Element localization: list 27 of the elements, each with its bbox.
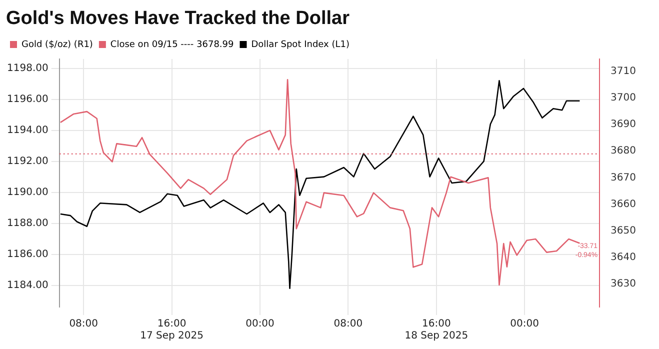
y-tick-label: 1196.00 (6, 94, 48, 105)
y-tick-label: 1198.00 (6, 62, 48, 74)
x-tick-label: 00:00 (246, 318, 274, 330)
x-tick-label: 08:00 (334, 318, 363, 330)
y2-tick-label: 3630 (610, 278, 636, 290)
y2-tick-label: 3680 (610, 146, 636, 157)
x-tick-label: 16:00 18 Sep 2025 (404, 318, 468, 342)
y2-tick-label: 3640 (610, 252, 636, 263)
y2-tick-label: 3710 (610, 66, 636, 78)
y-tick-label: 1184.00 (6, 280, 48, 291)
y-tick-label: 1186.00 (6, 248, 48, 260)
y-tick-label: 1188.00 (6, 218, 48, 229)
y2-tick-label: 3660 (610, 198, 636, 210)
y-tick-label: 1192.00 (6, 156, 48, 167)
y2-tick-label: 3700 (610, 92, 636, 104)
y-tick-label: 1194.00 (6, 124, 48, 136)
y-tick-label: 1190.00 (6, 186, 48, 198)
x-tick-label: 08:00 (69, 318, 98, 330)
y2-tick-label: 3670 (610, 172, 636, 184)
legend-label: Close on 09/15 ---- 3678.99 (110, 40, 234, 50)
y2-tick-label: 3690 (610, 119, 636, 130)
y2-tick-label: 3650 (610, 225, 636, 236)
chart-title: Gold's Moves Have Tracked the Dollar (5, 7, 350, 31)
x-tick-label: 00:00 (510, 318, 539, 330)
legend-label: Gold ($/oz) (R1) (22, 40, 93, 50)
x-tick-label: 16:00 17 Sep 2025 (140, 318, 204, 342)
legend-label: Dollar Spot Index (L1) (251, 40, 350, 50)
